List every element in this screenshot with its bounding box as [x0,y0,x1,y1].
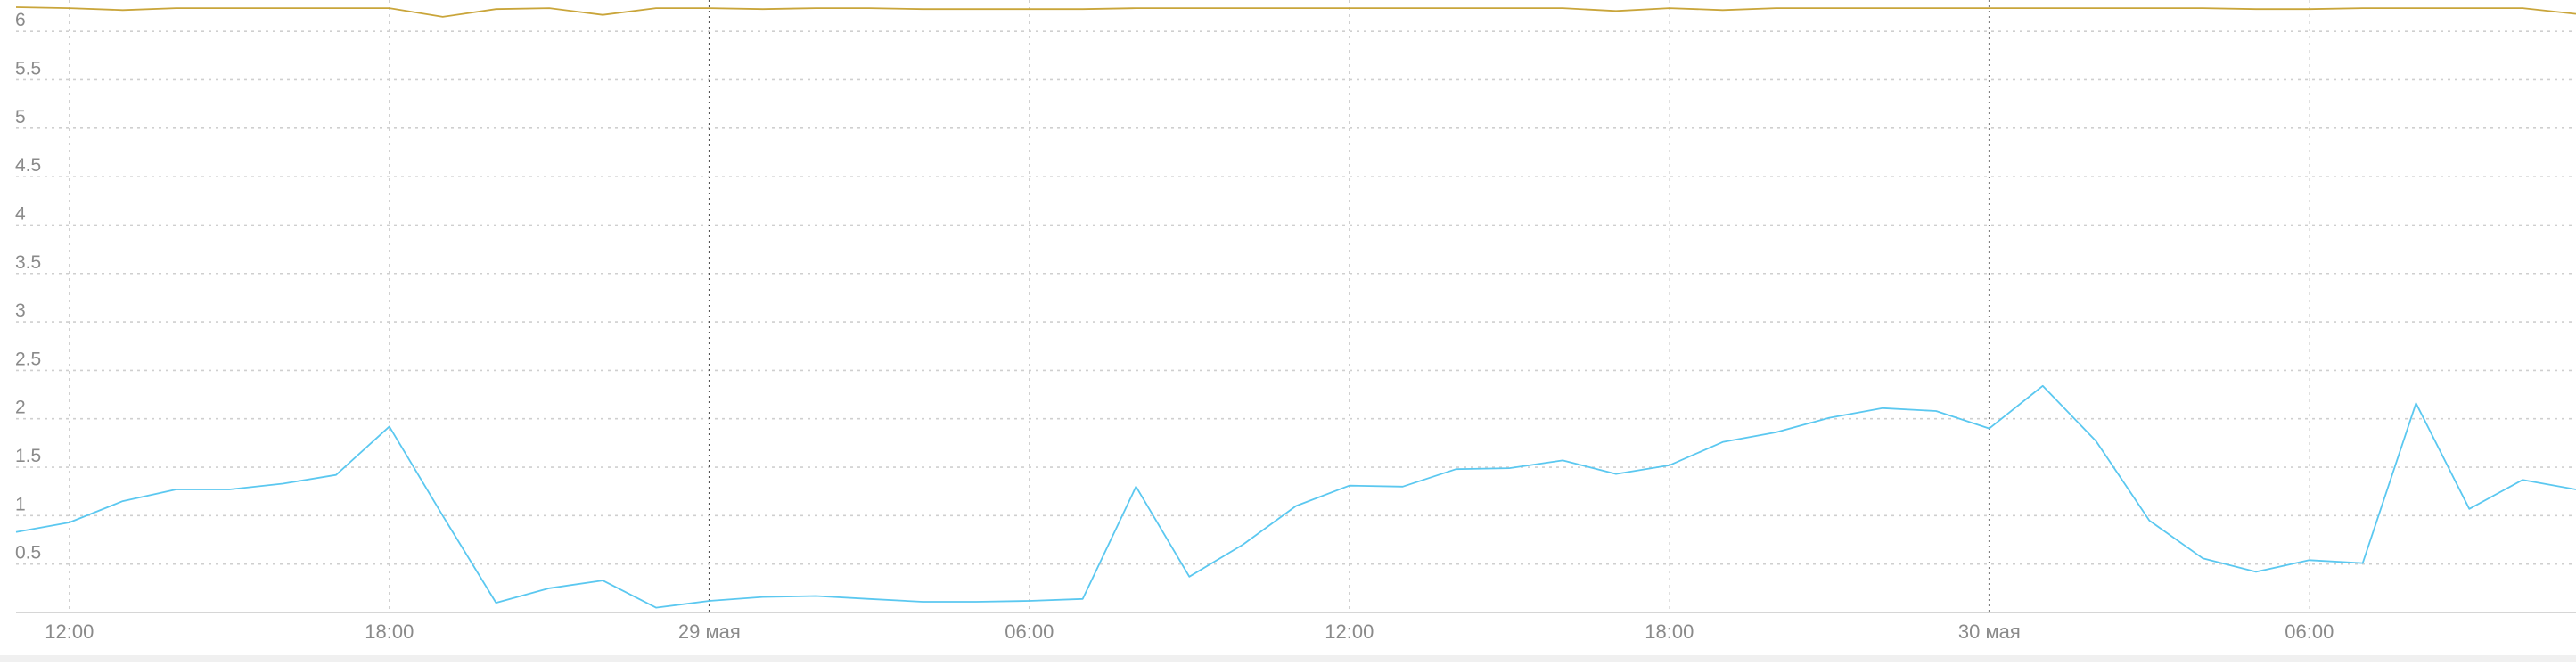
y-axis-labels: 0.5 1 1.5 2 2.5 3 3.5 4 4.5 5 5.5 6 [15,10,41,563]
y-tick-label: 4.5 [15,155,41,176]
bottom-border-strip [0,655,2576,662]
y-tick-label: 5 [15,107,26,127]
series-line-1 [15,384,2576,609]
x-tick-label: 29 мая [678,621,741,643]
grid-layer [16,0,2576,613]
x-axis-labels: 12:00 18:00 29 мая 06:00 12:00 18:00 30 мая 06:… [45,621,2334,643]
y-tick-label: 3.5 [15,252,41,273]
x-tick-label: 18:00 [1645,621,1694,643]
series-line-2 [15,6,2576,18]
y-tick-label: 2.5 [15,349,41,369]
y-tick-label: 5.5 [15,58,41,78]
x-tick-label: 12:00 [45,621,94,643]
series-layer [15,6,2576,609]
y-tick-label: 4 [15,203,26,224]
y-tick-label: 2 [15,398,26,418]
y-tick-label: 1.5 [15,446,41,466]
y-tick-label: 1 [15,494,26,514]
y-tick-label: 3 [15,300,26,321]
x-tick-label: 06:00 [2285,621,2334,643]
y-tick-label: 6 [15,10,26,30]
x-tick-label: 30 мая [1958,621,2021,643]
x-tick-label: 18:00 [365,621,414,643]
y-tick-label: 0.5 [15,543,41,563]
x-tick-label: 12:00 [1325,621,1374,643]
x-tick-label: 06:00 [1005,621,1054,643]
